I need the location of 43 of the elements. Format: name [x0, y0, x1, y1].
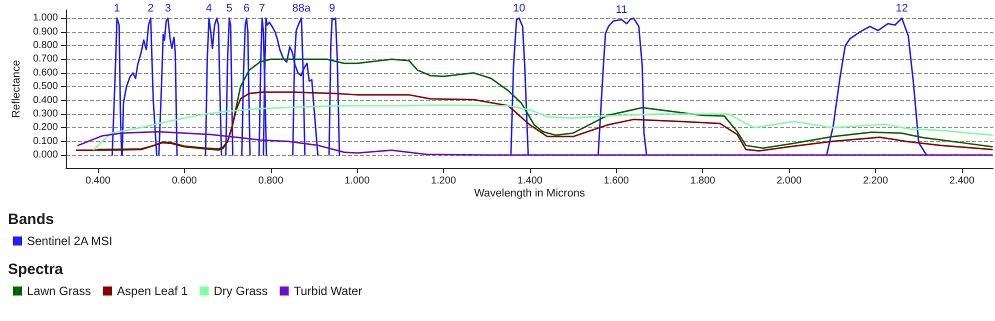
annotation: 1: [114, 2, 120, 15]
y-tick-label: 0.200: [32, 122, 58, 134]
annotation: 9: [329, 2, 336, 15]
annotation: 11: [616, 4, 628, 16]
x-tick-label: 0.600: [172, 176, 198, 186]
annotation: 5: [226, 2, 232, 15]
x-axis-title: Wavelength in Microns: [474, 188, 586, 200]
y-tick-label: 1.000: [32, 12, 58, 24]
y-tick-label: 0.700: [32, 54, 58, 65]
x-tick-label: 0.800: [258, 176, 284, 186]
annotation: 2: [148, 2, 154, 15]
y-tick-label: 0.500: [32, 81, 58, 92]
annotation: 10: [513, 2, 526, 15]
annotation: 4: [206, 2, 212, 15]
x-tick-label: 1.600: [604, 176, 630, 186]
legend-label: Lawn Grass: [27, 284, 92, 298]
text: Bands: [8, 211, 54, 228]
annotation: 12: [896, 2, 908, 15]
annotation: 88a: [292, 2, 312, 15]
y-tick-label: 0.800: [32, 40, 58, 52]
y-tick-label: 0.100: [32, 136, 58, 147]
x-tick-label: 2.200: [862, 176, 888, 186]
x-tick-label: 1.200: [431, 176, 456, 186]
y-tick-label: 0.400: [32, 94, 58, 106]
x-tick-label: 2.400: [949, 176, 975, 186]
y-tick-label: 0.000: [32, 150, 58, 161]
y-tick-label: 0.600: [32, 67, 58, 78]
y-axis-title: Reflectance: [10, 60, 22, 118]
annotation: 3: [164, 2, 172, 15]
y-tick-label: 0.300: [32, 108, 58, 120]
x-tick-label: 0.400: [85, 176, 111, 186]
legend-label: Turbid Water: [294, 284, 362, 298]
legend-label: Dry Grass: [214, 284, 268, 298]
legend-label: Sentinel 2A MSI: [27, 234, 112, 248]
y-tick-label: 0.900: [32, 26, 58, 38]
x-tick-label: 1.000: [344, 176, 370, 186]
annotation: 7: [259, 2, 266, 15]
x-tick-label: 1.800: [690, 176, 716, 186]
annotation: 6: [244, 2, 250, 15]
x-tick-label: 2.000: [776, 176, 802, 186]
x-tick-label: 1.400: [517, 176, 543, 186]
text: Spectra: [8, 261, 64, 278]
legend-label: Aspen Leaf 1: [117, 284, 188, 298]
